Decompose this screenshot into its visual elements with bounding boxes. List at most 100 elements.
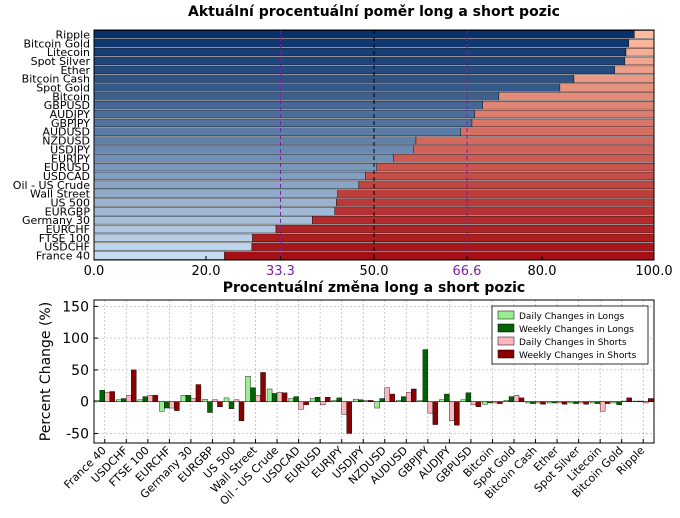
change-bar [475, 401, 482, 407]
category-label: EURCHF [46, 223, 90, 236]
category-label: EURUSD [44, 161, 90, 174]
legend-swatch [497, 310, 515, 320]
change-bar [556, 401, 563, 404]
category-label: AUDUSD [42, 126, 90, 139]
short-bar [376, 162, 655, 172]
long-bar [93, 92, 500, 101]
change-bar [137, 399, 144, 402]
change-bar [616, 401, 622, 406]
change-chart-title: Procentuální změna long a short pozic [223, 280, 525, 296]
change-bar [147, 395, 154, 402]
y-axis-label: Percent Change (%) [38, 302, 54, 441]
change-bar [324, 397, 331, 402]
category-label: USDCAD [43, 170, 90, 183]
long-bar [93, 251, 225, 260]
change-bar [444, 393, 450, 402]
long-bar [93, 162, 377, 172]
change-bar [314, 397, 321, 402]
short-bar [482, 101, 655, 110]
y-tick-label: 50 [71, 363, 89, 379]
category-label: USDCHF [44, 241, 90, 254]
change-bar [228, 401, 235, 409]
long-bar [93, 39, 629, 48]
change-bar [449, 401, 455, 421]
category-label: USDJPY [50, 143, 90, 156]
change-bar [594, 401, 601, 404]
change-bar [271, 393, 278, 402]
change-bar [648, 398, 654, 402]
long-bar [93, 207, 336, 216]
change-bar [497, 401, 503, 404]
long-bar [93, 56, 626, 66]
long-bar [93, 154, 394, 163]
change-bar [401, 396, 407, 402]
legend-box [491, 305, 649, 365]
short-bar [614, 65, 655, 74]
legend: Daily Changes in Longs Weekly Changes in … [491, 305, 649, 365]
long-bar [93, 74, 575, 83]
legend-swatch [497, 349, 515, 359]
short-bar [251, 242, 655, 251]
change-bar [633, 400, 639, 402]
short-bar [460, 127, 655, 136]
change-bar [374, 401, 380, 409]
short-bar [224, 251, 655, 260]
change-bar [331, 400, 337, 402]
long-bar [93, 171, 366, 181]
change-bar [104, 391, 110, 402]
change-bar [255, 395, 261, 402]
change-bar [422, 349, 429, 402]
ratio-chart-title: Aktuální procentuální poměr long a short… [188, 4, 560, 20]
y-tick-label: -50 [66, 426, 89, 442]
change-bar [159, 401, 165, 412]
long-bar [93, 233, 253, 243]
change-bar [643, 401, 649, 404]
change-bar [293, 396, 299, 402]
category-label: France 40 [36, 250, 90, 263]
change-bar [195, 384, 202, 402]
short-bar [358, 180, 655, 189]
category-label: US 500 [50, 197, 90, 210]
change-bar [353, 398, 359, 402]
short-bar [573, 74, 655, 83]
short-bar [415, 136, 655, 145]
change-bar [583, 401, 589, 405]
change-bar [454, 401, 460, 426]
x-tick-label: 66.6 [452, 264, 481, 279]
legend-label: Daily Changes in Longs [519, 312, 624, 322]
legend-label: Weekly Changes in Shorts [519, 351, 637, 361]
change-bar [142, 396, 149, 402]
long-bar [93, 180, 360, 189]
x-tick-label: 50.0 [360, 264, 389, 279]
change-bar [384, 387, 390, 402]
change-bar [121, 398, 127, 402]
y-tick-label: 0 [80, 395, 89, 411]
short-bar [634, 30, 655, 39]
change-bar [250, 387, 256, 402]
change-bar [174, 401, 180, 411]
change-bar [396, 400, 402, 402]
change-bar [368, 400, 374, 402]
category-label: Oil - US Crude [13, 179, 90, 192]
change-bar [470, 401, 477, 406]
change-bar [276, 391, 283, 402]
change-bar [180, 395, 187, 402]
short-bar [625, 47, 655, 57]
change-bar [561, 401, 568, 405]
x-tick-label: 0.0 [84, 264, 105, 279]
short-bar [334, 207, 655, 216]
legend-label: Daily Changes in Shorts [519, 338, 627, 348]
long-bar [93, 118, 473, 128]
change-bar [432, 401, 439, 425]
change-bar [379, 398, 385, 402]
category-label: Bitcoin [52, 90, 90, 103]
change-bar [319, 401, 326, 406]
change-bar [604, 401, 611, 404]
category-label: Spot Silver [31, 55, 91, 68]
category-label: Bitcoin Cash [22, 73, 90, 86]
change-bar [346, 401, 352, 434]
change-bar [202, 398, 208, 402]
short-bar [624, 56, 655, 66]
